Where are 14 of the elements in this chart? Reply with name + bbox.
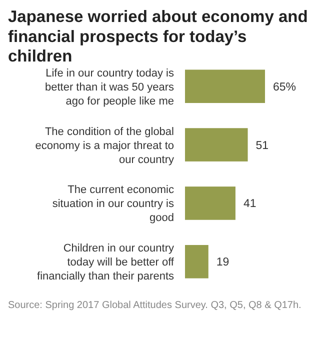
- bar: [185, 128, 248, 162]
- bar: [185, 186, 236, 220]
- y-tick-label: Children in our country today will be better off financially than their parents: [37, 242, 175, 283]
- y-tick-label: The current economic situation in our country is good: [52, 184, 174, 224]
- data-label: 51: [256, 140, 269, 152]
- data-label: 19: [216, 256, 230, 269]
- y-tick-label: Life in our country today is better than it was 50 years ago for people like me: [44, 67, 174, 108]
- chart-title: Japanese worried about economy and financial prospects for today’s children: [8, 8, 308, 66]
- y-tick-label: The condition of the global economy is a major threat to our country: [35, 126, 174, 166]
- bar: [185, 70, 265, 103]
- bar: [185, 245, 208, 278]
- data-label: 41: [243, 198, 256, 210]
- data-label: 65%: [273, 81, 296, 94]
- source-note: Source: Spring 2017 Global Attitudes Survey. Q3, Q5, Q8 & Q17h.: [8, 300, 302, 311]
